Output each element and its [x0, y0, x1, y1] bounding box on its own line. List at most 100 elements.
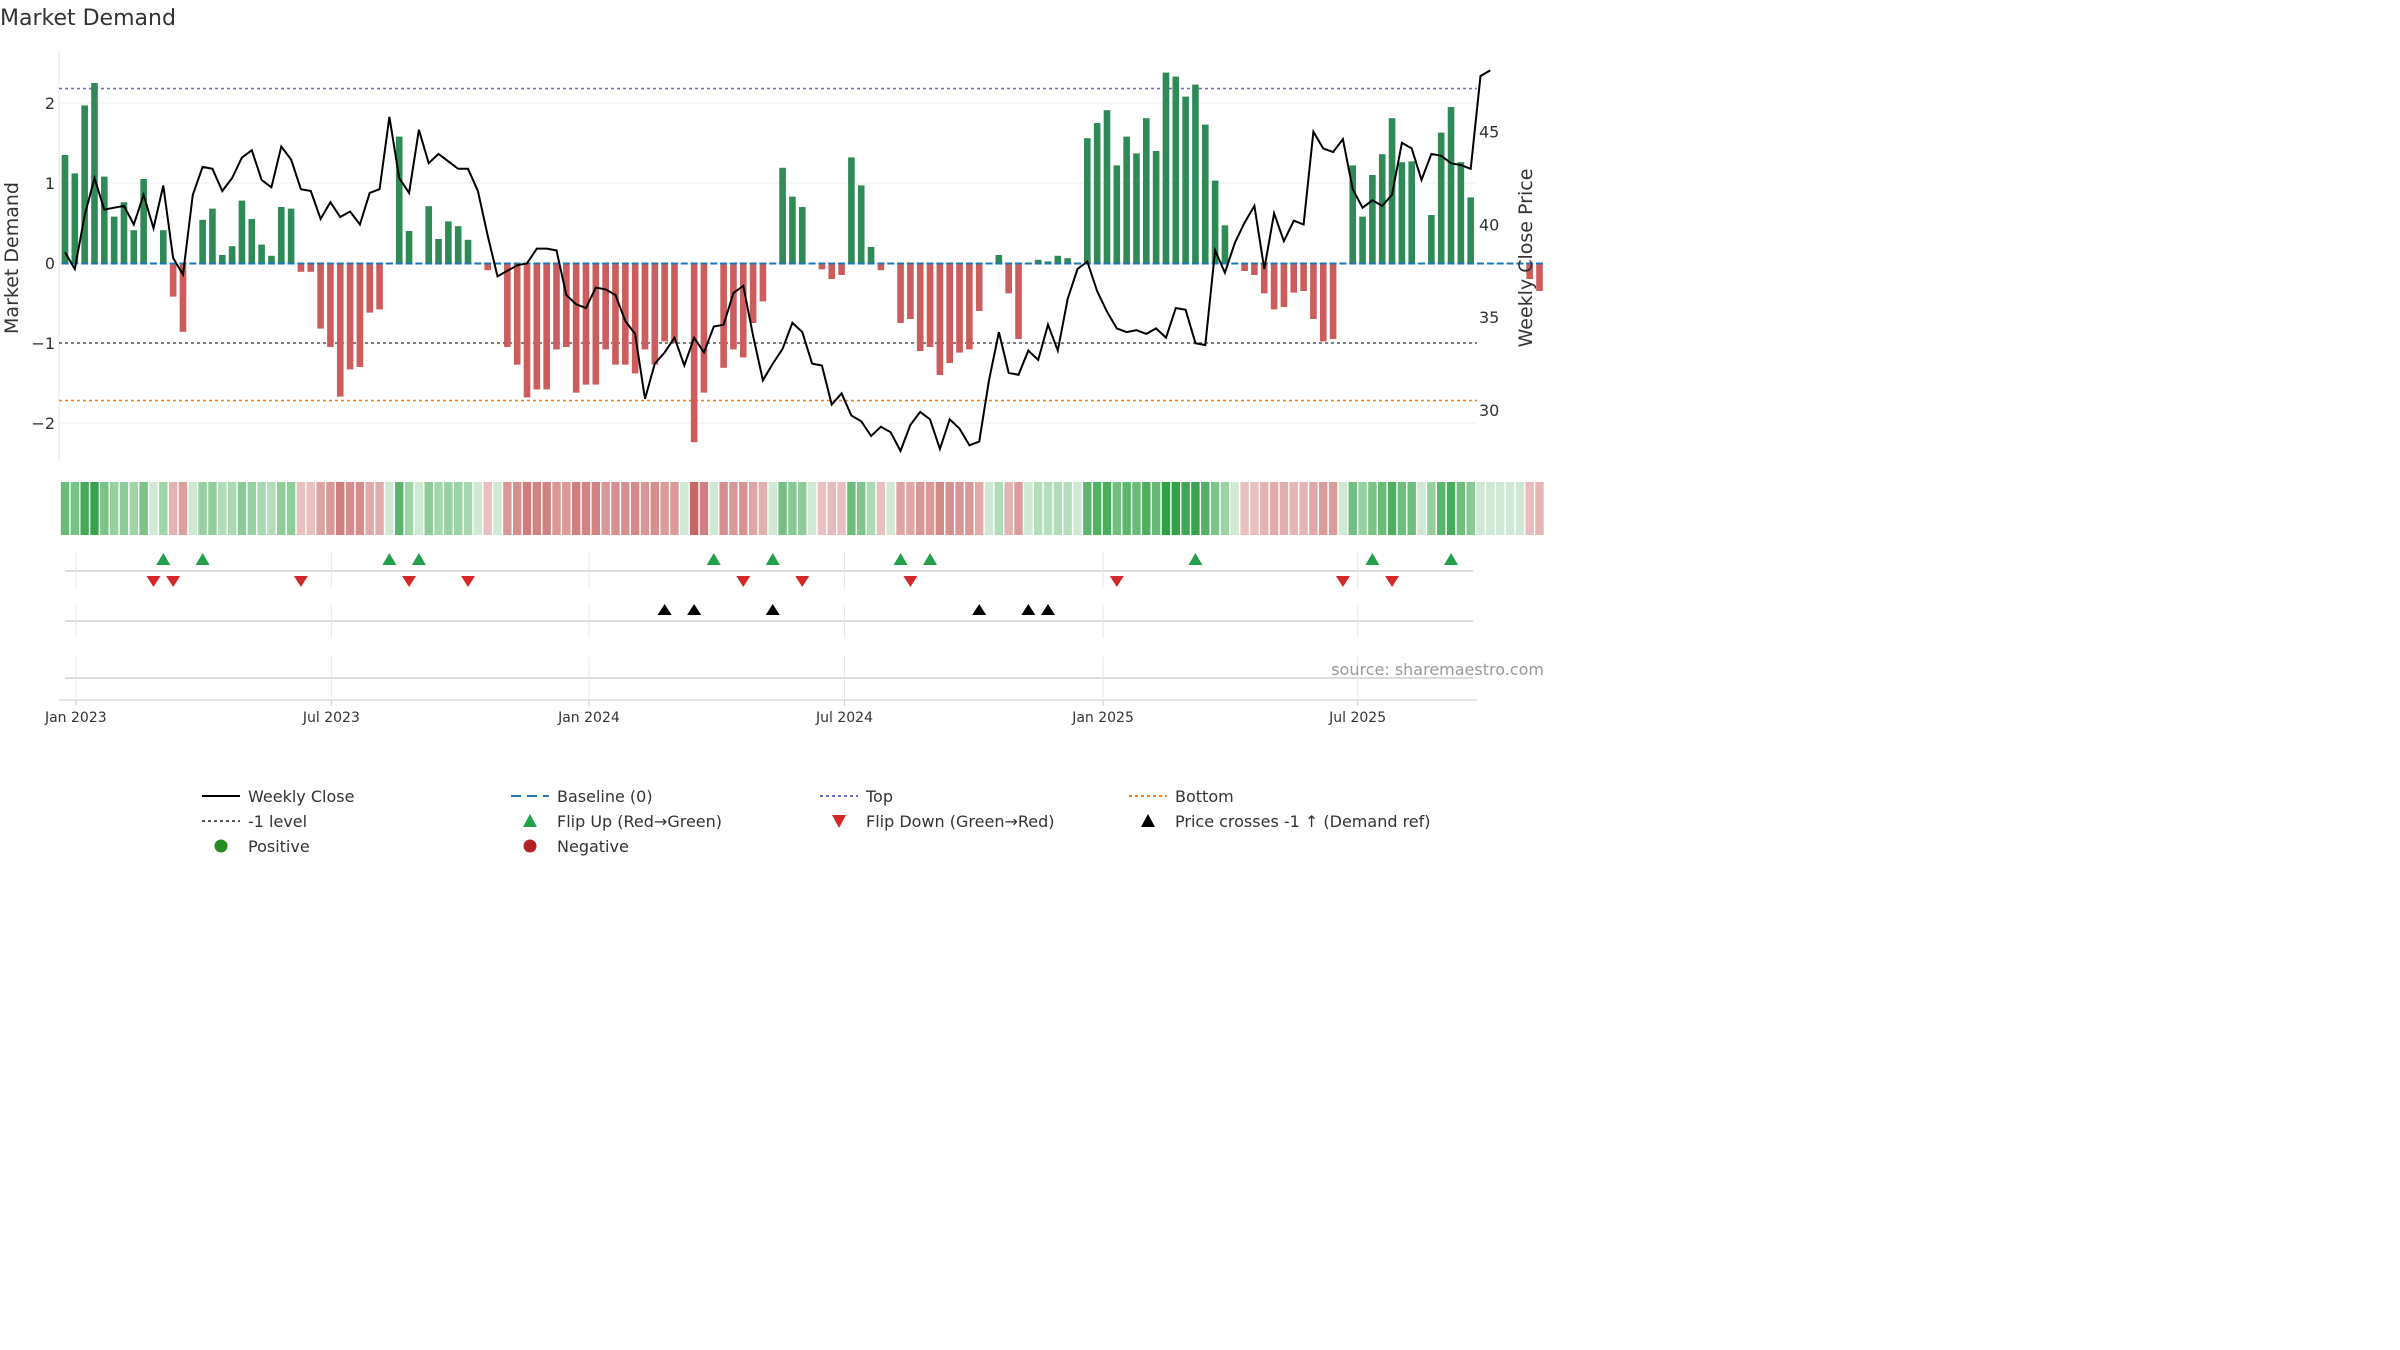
strip-cell	[1486, 482, 1495, 535]
negative-bar	[916, 263, 924, 351]
strip-cell	[1397, 482, 1407, 535]
positive-bar	[857, 185, 865, 263]
strip-cell	[60, 482, 70, 535]
flip-up-marker	[706, 553, 721, 565]
positive-bar	[798, 207, 806, 263]
strip-cell	[768, 482, 777, 535]
strip-cell	[1210, 482, 1220, 535]
negative-bar	[671, 263, 678, 343]
strip-cell	[208, 482, 217, 535]
strip-cell	[1151, 482, 1161, 535]
strip-cell	[788, 482, 797, 535]
negative-bar	[366, 263, 374, 313]
strip-cell	[1446, 482, 1456, 535]
negative-bar	[1526, 263, 1533, 279]
negative-bar	[818, 263, 826, 270]
positive-bar	[120, 202, 128, 263]
negative-bar	[543, 263, 550, 390]
strip-cell	[906, 482, 915, 535]
negative-bar	[641, 263, 649, 350]
strip-cell	[571, 482, 581, 535]
strip-cell	[1191, 482, 1200, 535]
strip-cell	[758, 482, 768, 535]
strip-cell	[1456, 482, 1466, 535]
strip-cell	[139, 482, 148, 535]
strip-cell	[168, 482, 178, 535]
negative-bar	[700, 263, 708, 393]
reference-lines	[59, 87, 1477, 402]
strip-cell	[1417, 482, 1426, 535]
positive-bar	[1428, 215, 1435, 263]
positive-bar	[1221, 225, 1229, 263]
positive-bar	[1103, 110, 1111, 263]
legend-swatch	[523, 814, 537, 827]
negative-bar	[956, 263, 963, 353]
legend-item: Bottom	[1129, 787, 1234, 806]
legend-label: Negative	[557, 837, 629, 856]
positive-bar	[1084, 138, 1091, 263]
strip-cell	[404, 482, 414, 535]
strip-cell	[532, 482, 542, 535]
legend-item: Flip Up (Red→Green)	[523, 812, 722, 831]
strip-cell	[660, 482, 669, 535]
positive-bar	[395, 136, 403, 263]
strip-cell	[1033, 482, 1043, 535]
price-cross-marker	[1041, 604, 1055, 615]
strip-cell	[1260, 482, 1269, 535]
legend-swatch	[523, 839, 537, 853]
strip-cell	[837, 482, 846, 535]
strip-cell	[1427, 482, 1436, 535]
flip-up-marker	[1365, 553, 1380, 565]
legend-item: Flip Down (Green→Red)	[832, 812, 1055, 831]
x-axis-ticks: Jan 2023 Jul 2023 Jan 2024 Jul 2024 Jan 2025…	[44, 700, 1386, 726]
negative-bar	[661, 263, 668, 342]
strip-cell	[1525, 482, 1534, 535]
strip-cell	[945, 482, 954, 535]
strip-cell	[306, 482, 315, 535]
negative-bar	[582, 263, 590, 385]
negative-bar	[622, 263, 629, 365]
demand-bars	[61, 72, 1543, 443]
legend-item: Weekly Close	[202, 787, 354, 806]
y-tick-label: −2	[31, 414, 55, 433]
negative-bar	[1300, 263, 1307, 291]
legend-label: Top	[865, 787, 893, 806]
y-tick-label: 1	[45, 174, 55, 193]
strip-cell	[866, 482, 876, 535]
negative-bar	[297, 263, 305, 272]
demand-heat-strip	[60, 482, 1544, 535]
strip-cell	[100, 482, 109, 535]
positive-bar	[848, 157, 855, 263]
positive-bar	[995, 255, 1003, 263]
flip-up-markers	[156, 553, 1459, 565]
positive-bar	[1123, 136, 1130, 263]
negative-bar	[1310, 263, 1317, 319]
positive-bar	[1034, 259, 1042, 263]
positive-bar	[1359, 216, 1366, 263]
strip-cell	[916, 482, 925, 535]
strip-cell	[385, 482, 394, 535]
legend-item: Baseline (0)	[511, 787, 653, 806]
legend-label: Price crosses -1 ↑ (Demand ref)	[1175, 812, 1431, 831]
strip-cell	[739, 482, 748, 535]
legend-label: -1 level	[248, 812, 307, 831]
strip-cell	[680, 482, 689, 535]
positive-bar	[1457, 162, 1465, 263]
strip-cell	[1043, 482, 1053, 535]
negative-bar	[1329, 263, 1337, 339]
flip-up-marker	[765, 553, 780, 565]
source-label: source: sharemaestro.com	[1331, 660, 1544, 679]
negative-bar	[612, 263, 619, 365]
positive-bar	[61, 155, 69, 263]
legend-item: Negative	[523, 837, 629, 856]
negative-bar	[759, 263, 767, 302]
flip-down-marker	[736, 576, 751, 587]
strip-cell	[375, 482, 384, 535]
strip-cell	[621, 482, 630, 535]
strip-cell	[1230, 482, 1239, 535]
strip-cell	[699, 482, 709, 535]
y-tick-label: 0	[45, 254, 55, 273]
strip-cell	[1053, 482, 1063, 535]
strip-cell	[1132, 482, 1141, 535]
strip-cell	[493, 482, 502, 535]
